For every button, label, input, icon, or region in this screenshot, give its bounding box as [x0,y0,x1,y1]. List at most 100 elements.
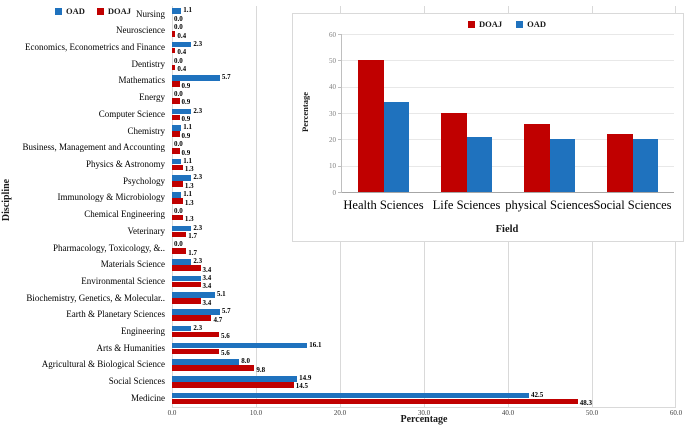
bar-value-label: 0.4 [177,65,187,74]
category-label: Earth & Planetary Sciences [66,309,165,320]
gridline [342,34,674,35]
legend-item-oad: OAD [55,7,85,16]
gridline [342,165,674,167]
y-axis-tick-label: 0 [332,188,337,197]
doaj-bar [172,164,183,171]
doaj-bar [172,348,220,355]
category-label: Computer Science [98,108,165,119]
category-label: Environmental Science [81,275,165,286]
doaj-bar [358,60,384,192]
gridline [256,6,257,407]
bar-value-label: 1.3 [184,215,194,224]
gridline [342,113,674,114]
oad-legend-label: OAD [527,19,547,29]
inset-legend: DOAJ OAD [341,20,673,29]
y-axis-tick-label: 60 [329,30,336,39]
bar-value-label: 0.0 [174,140,183,149]
oad-bar [549,139,575,192]
category-label: Business, Management and Accounting [22,142,165,153]
category-label: Psychology [122,175,165,186]
x-axis-tick-label: 10.0 [249,409,263,417]
oad-bar [172,359,240,365]
inset-legend-item-oad: OAD [516,20,546,29]
y-axis-tick-label: 40 [329,83,336,92]
oad-legend-swatch [516,21,524,28]
oad-bar [172,158,182,165]
bar-value-label: 0.0 [174,23,183,32]
doaj-bar [172,265,201,271]
doaj-legend-swatch [467,21,475,28]
main-legend: OAD DOAJ [55,7,131,16]
oad-bar [172,108,192,115]
category-label: Pharmacology, Toxicology, &.. [52,242,165,253]
oad-bar [172,275,201,282]
inset-category-label: Social Sciences [593,198,672,212]
bar-value-label: 42.5 [531,390,544,399]
main-x-axis-ticks: 0.0 10.0 20.0 30.0 40.0 50.0 60.0 [168,409,683,419]
bar-value-label: 3.4 [202,265,212,274]
category-label: Medicine [131,392,165,403]
x-axis-tick-label: 0.0 [167,409,177,417]
oad-bar [172,192,182,198]
oad-bar [172,325,192,332]
bar-value-label: 1.3 [184,181,194,190]
bar-value-label: 0.4 [177,48,187,57]
y-axis-tick [338,86,342,88]
doaj-bar [524,123,550,192]
bar-value-label: 1.1 [183,190,192,199]
inset-category-label: Health Sciences [343,198,424,212]
main-plot-area: 1.1 0.0 0.0 0.4 2.3 0.4 0.0 0.4 5.7 0.9 0.0 0.9 2.3 0… [172,6,676,408]
oad-bar [172,225,192,232]
doaj-bar [172,114,180,121]
bar-value-label: 48.3 [579,399,592,408]
category-label: Social Sciences [108,376,165,387]
bar-value-label: 0.0 [174,206,183,215]
bar-value-label: 0.9 [181,81,191,90]
bar-value-label: 0.0 [174,89,183,98]
bar-value-label: 0.9 [181,98,191,107]
doaj-bar [172,198,183,204]
main-x-axis-title: Percentage [400,414,448,425]
inset-x-axis-title: Field [495,224,519,235]
oad-legend-label: OAD [66,6,85,16]
inset-plot-area: 0 10 20 30 40 50 60 Health Sciences Life Science… [329,31,674,212]
inset-y-axis-title: Percentage [300,92,310,132]
category-label: Nursing [136,8,165,19]
main-category-labels: Nursing Neuroscience Economics, Econometri… [0,6,168,407]
bar-value-label: 5.6 [221,332,230,341]
oad-bar [632,139,658,192]
doaj-bar [172,365,255,371]
bar-value-label: 1.1 [183,6,192,15]
category-label: Chemical Engineering [84,209,165,220]
x-axis-tick-label: 20.0 [333,409,347,417]
bar-value-label: 2.3 [193,39,203,48]
category-label: Energy [139,92,165,103]
y-axis-tick-label: 30 [329,109,336,118]
oad-bar [172,392,529,399]
bar-value-label: 0.9 [181,148,191,157]
category-label: Materials Science [100,259,165,270]
oad-bar [172,8,182,14]
y-axis-tick [338,113,342,114]
oad-bar [172,125,182,131]
oad-bar [172,175,192,182]
bar-value-label: 9.8 [256,365,266,374]
doaj-bar [607,134,633,192]
doaj-bar [172,298,201,305]
y-axis-tick [338,60,342,62]
doaj-bar [172,181,183,188]
bar-value-label: 14.5 [295,382,309,391]
oad-bar [383,102,409,192]
oad-bar [172,292,215,299]
gridline [172,6,173,407]
bar-value-label: 1.1 [183,123,192,132]
x-axis-tick-label: 30.0 [417,409,431,417]
category-label: Veterinary [127,225,165,236]
bar-value-label: 3.4 [202,298,212,307]
bar-value-label: 8.0 [241,357,250,366]
doaj-bar [172,148,180,154]
bar-value-label: 1.7 [188,248,198,257]
bar-value-label: 2.3 [193,106,203,115]
doaj-bar [172,31,176,37]
